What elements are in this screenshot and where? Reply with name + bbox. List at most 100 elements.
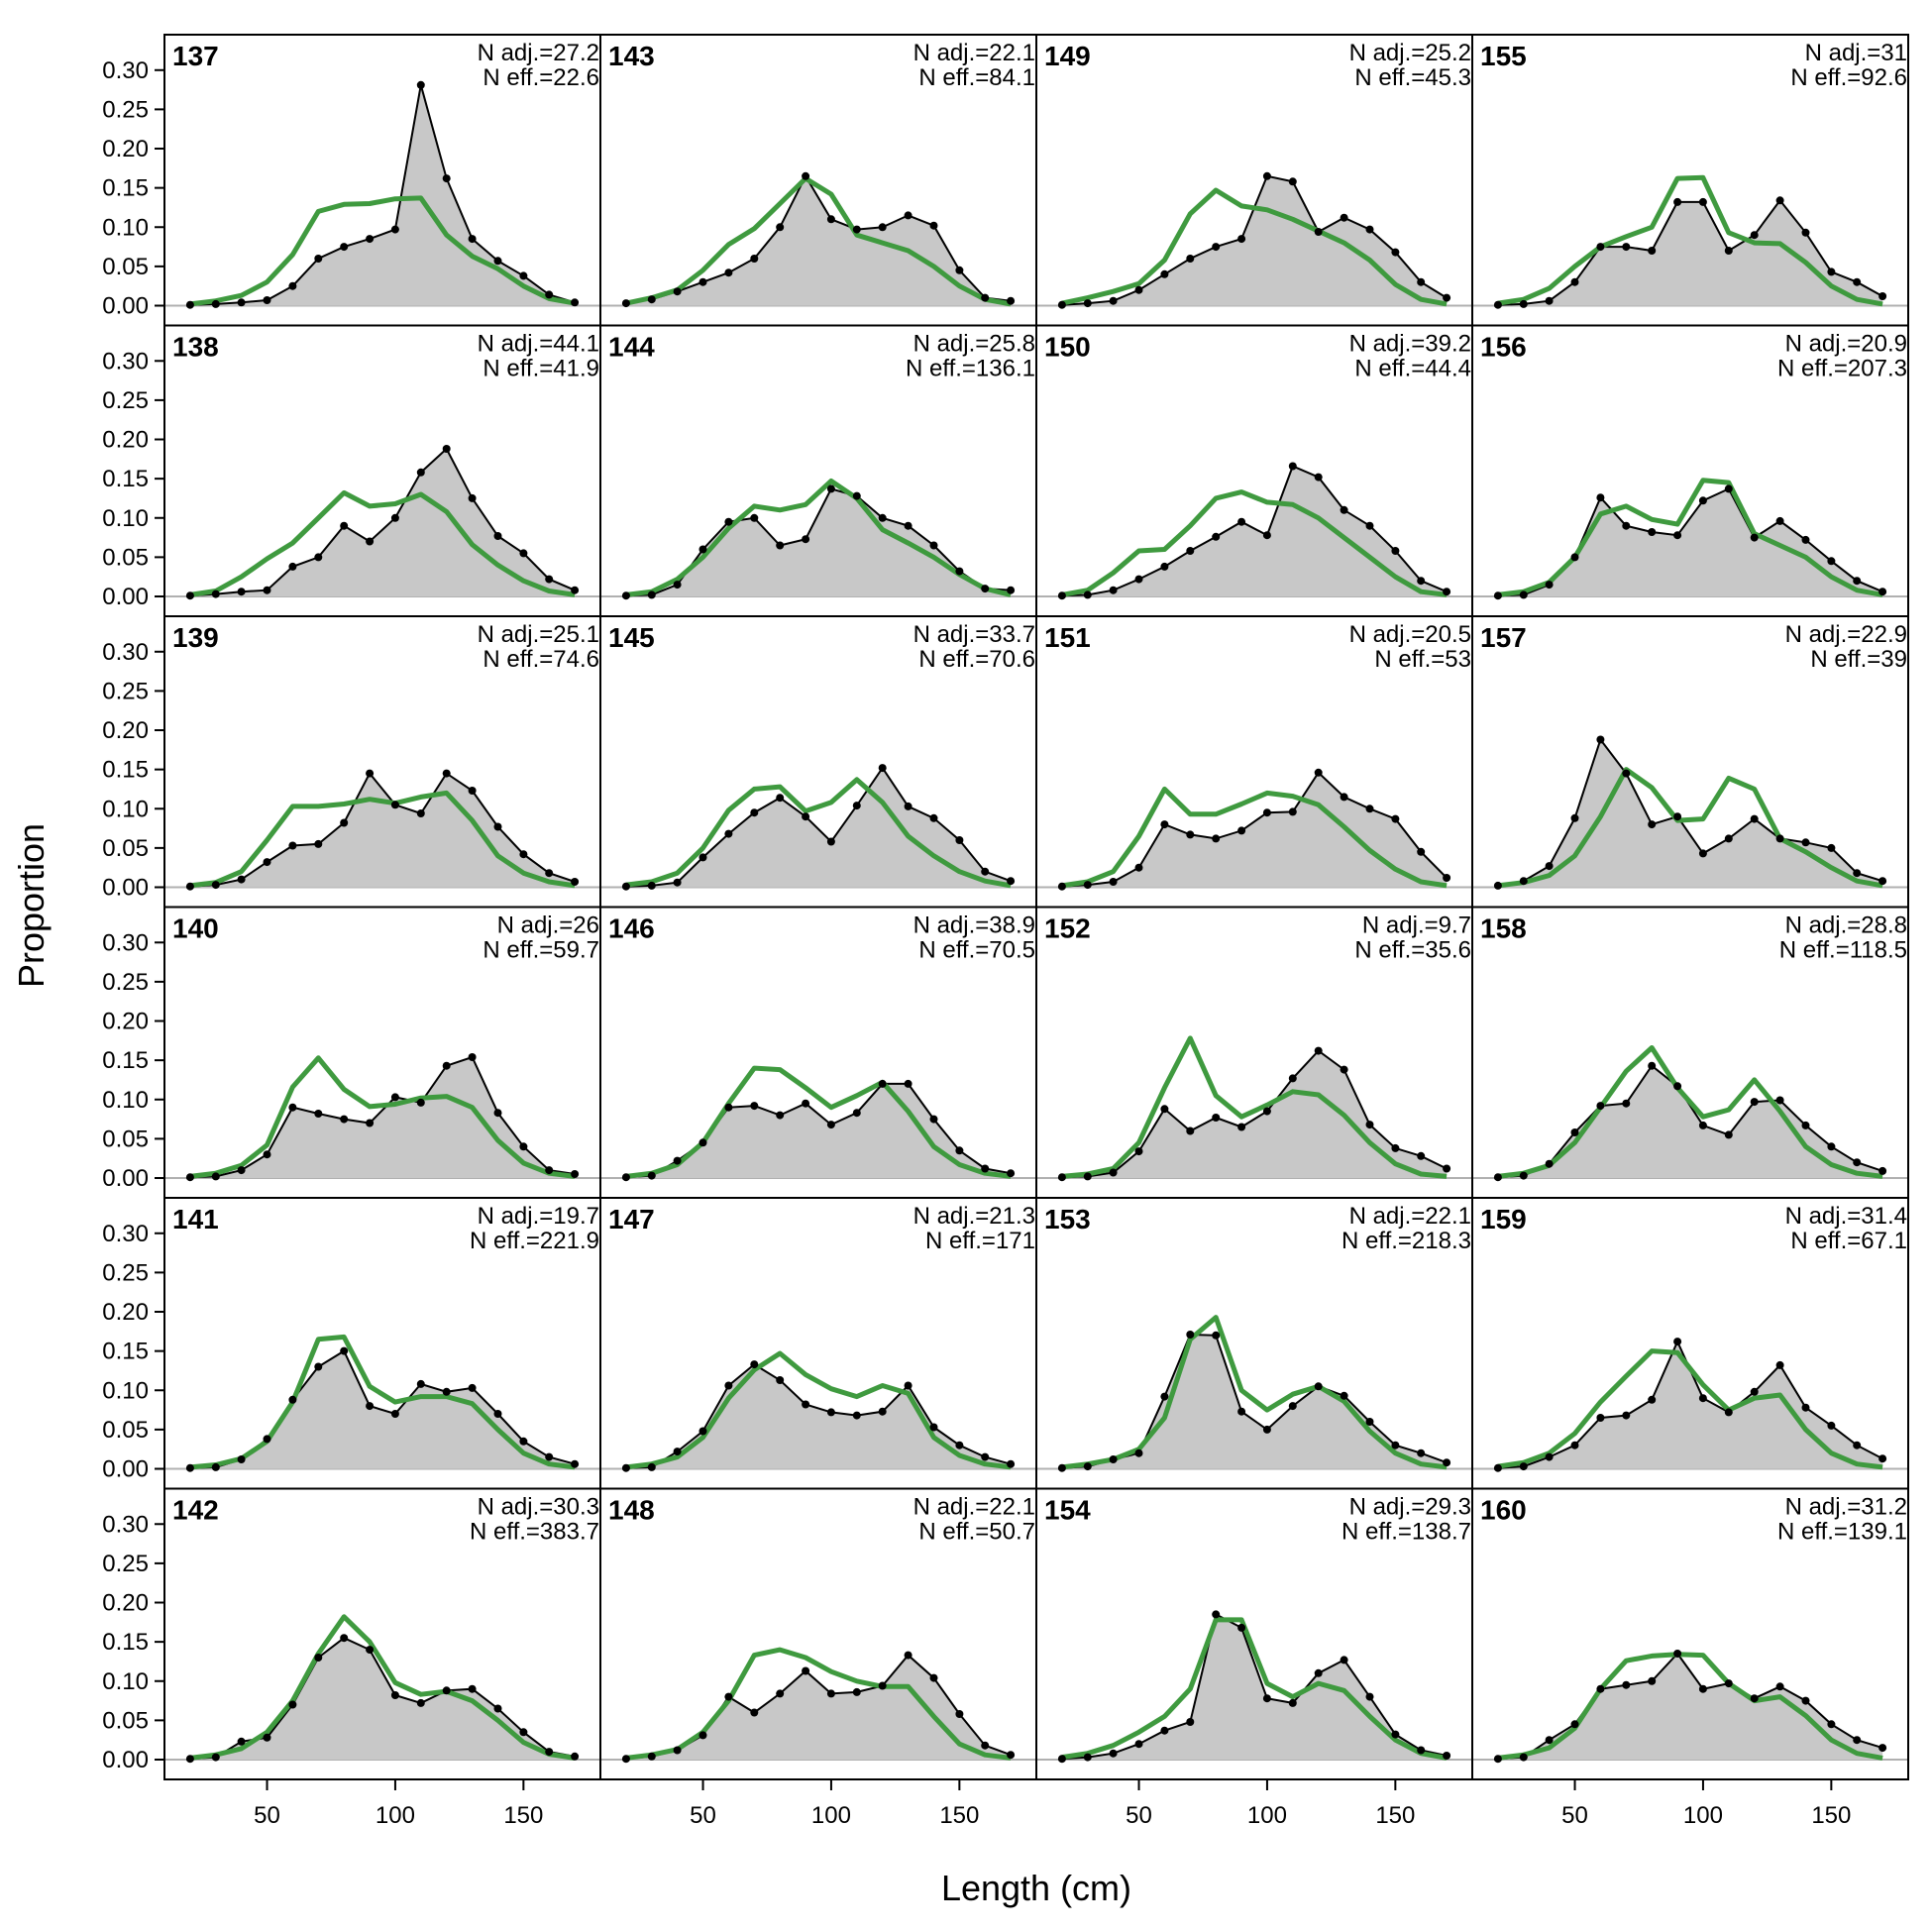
- observed-point: [263, 1733, 271, 1742]
- observed-point: [1134, 1449, 1143, 1457]
- x-tick-label: 50: [690, 1802, 716, 1829]
- observed-point: [1443, 874, 1451, 882]
- observed-area: [1061, 772, 1448, 888]
- observed-point: [673, 581, 682, 590]
- observed-point: [1262, 808, 1271, 817]
- observed-point: [1878, 588, 1887, 596]
- observed-point: [468, 235, 477, 244]
- observed-point: [1853, 1158, 1862, 1167]
- observed-point: [1186, 255, 1195, 263]
- panel-n-eff: N eff.=74.6: [483, 646, 599, 673]
- expected-line: [1061, 1315, 1448, 1470]
- y-tick-label: 0.30: [102, 639, 149, 666]
- observed-point: [1186, 1331, 1195, 1339]
- observed-area: [189, 773, 576, 888]
- observed-point: [1570, 277, 1579, 286]
- panel-n-eff: N eff.=138.7: [1342, 1519, 1471, 1546]
- panel-id: 154: [1044, 1495, 1091, 1526]
- observed-point: [1750, 1694, 1759, 1703]
- panel-n-eff: N eff.=136.1: [906, 356, 1035, 382]
- expected-line: [625, 1065, 1012, 1179]
- observed-point: [1237, 1407, 1246, 1416]
- observed-point: [1109, 1168, 1118, 1177]
- observed-point: [802, 1099, 810, 1108]
- panel-n-adj: N adj.=20.5: [1349, 621, 1471, 648]
- observed-point: [416, 1698, 425, 1707]
- x-tick-label: 100: [376, 1802, 415, 1829]
- observed-point: [904, 802, 912, 810]
- panel-156: 156 N adj.=20.9N eff.=207.3: [1471, 324, 1909, 617]
- observed-point: [545, 869, 554, 878]
- observed-point: [724, 1381, 733, 1390]
- observed-point: [904, 211, 912, 220]
- panel-n-adj: N adj.=33.7: [913, 621, 1035, 648]
- observed-point: [1648, 1676, 1657, 1685]
- observed-point: [724, 268, 733, 277]
- observed-point: [1391, 547, 1400, 555]
- expected-line: [1497, 1348, 1883, 1470]
- observed-point: [1365, 521, 1374, 530]
- observed-point: [1775, 834, 1784, 843]
- y-tick-label: 0.30: [102, 1221, 149, 1247]
- observed-point: [1545, 296, 1554, 305]
- panel-159: 159 N adj.=31.4N eff.=67.1: [1471, 1197, 1909, 1490]
- observed-point: [1237, 1623, 1246, 1632]
- observed-point: [1212, 834, 1221, 843]
- observed-area: [189, 449, 576, 596]
- panel-id: 141: [172, 1204, 219, 1234]
- panel-143: 143 N adj.=22.1N eff.=84.1: [599, 34, 1037, 327]
- panel-n-eff: N eff.=67.1: [1790, 1228, 1907, 1254]
- observed-point: [1391, 814, 1400, 823]
- observed-point: [416, 809, 425, 817]
- observed-point: [776, 1111, 785, 1120]
- observed-point: [1853, 577, 1862, 586]
- observed-point: [1801, 838, 1810, 847]
- panel-137: 137 N adj.=27.2N eff.=22.6: [163, 34, 601, 327]
- observed-point: [981, 293, 990, 302]
- observed-point: [929, 541, 938, 550]
- panel-n-adj: N adj.=25.8: [913, 331, 1035, 358]
- observed-point: [1724, 1679, 1733, 1688]
- panel-138: 138 N adj.=44.1N eff.=41.9: [163, 324, 601, 617]
- observed-point: [571, 586, 580, 594]
- observed-point: [1648, 1061, 1657, 1070]
- observed-point: [493, 822, 502, 831]
- observed-point: [237, 298, 246, 307]
- observed-point: [1724, 1130, 1733, 1139]
- observed-point: [750, 1360, 759, 1369]
- observed-point: [211, 1172, 220, 1181]
- observed-point: [1443, 1752, 1451, 1760]
- observed-point: [519, 1142, 528, 1151]
- expected-line: [1061, 187, 1448, 307]
- observed-point: [1007, 586, 1016, 594]
- observed-point: [1648, 247, 1657, 255]
- observed-point: [802, 171, 810, 180]
- observed-point: [314, 839, 323, 848]
- observed-point: [1673, 197, 1682, 206]
- observed-point: [1519, 877, 1528, 886]
- observed-point: [1801, 535, 1810, 544]
- observed-point: [1391, 1441, 1400, 1449]
- observed-area: [189, 84, 576, 306]
- observed-point: [442, 769, 451, 778]
- observed-point: [1622, 243, 1631, 252]
- observed-point: [1109, 1749, 1118, 1758]
- expected-line: [1497, 767, 1883, 889]
- observed-point: [288, 281, 297, 290]
- panel-n-eff: N eff.=84.1: [918, 64, 1035, 91]
- y-tick-label: 0.15: [102, 175, 149, 202]
- observed-point: [1878, 1744, 1887, 1753]
- observed-point: [340, 818, 349, 827]
- panel-n-adj: N adj.=29.3: [1349, 1494, 1471, 1521]
- observed-point: [1186, 1718, 1195, 1726]
- expected-line: [1061, 1035, 1448, 1179]
- observed-point: [1186, 547, 1195, 555]
- observed-point: [647, 881, 656, 890]
- panel-158: 158 N adj.=28.8N eff.=118.5: [1471, 906, 1909, 1199]
- panel-n-eff: N eff.=35.6: [1354, 937, 1471, 964]
- observed-point: [1288, 1698, 1297, 1707]
- observed-point: [314, 1110, 323, 1118]
- observed-point: [468, 787, 477, 795]
- observed-point: [468, 493, 477, 502]
- observed-area: [625, 768, 1012, 888]
